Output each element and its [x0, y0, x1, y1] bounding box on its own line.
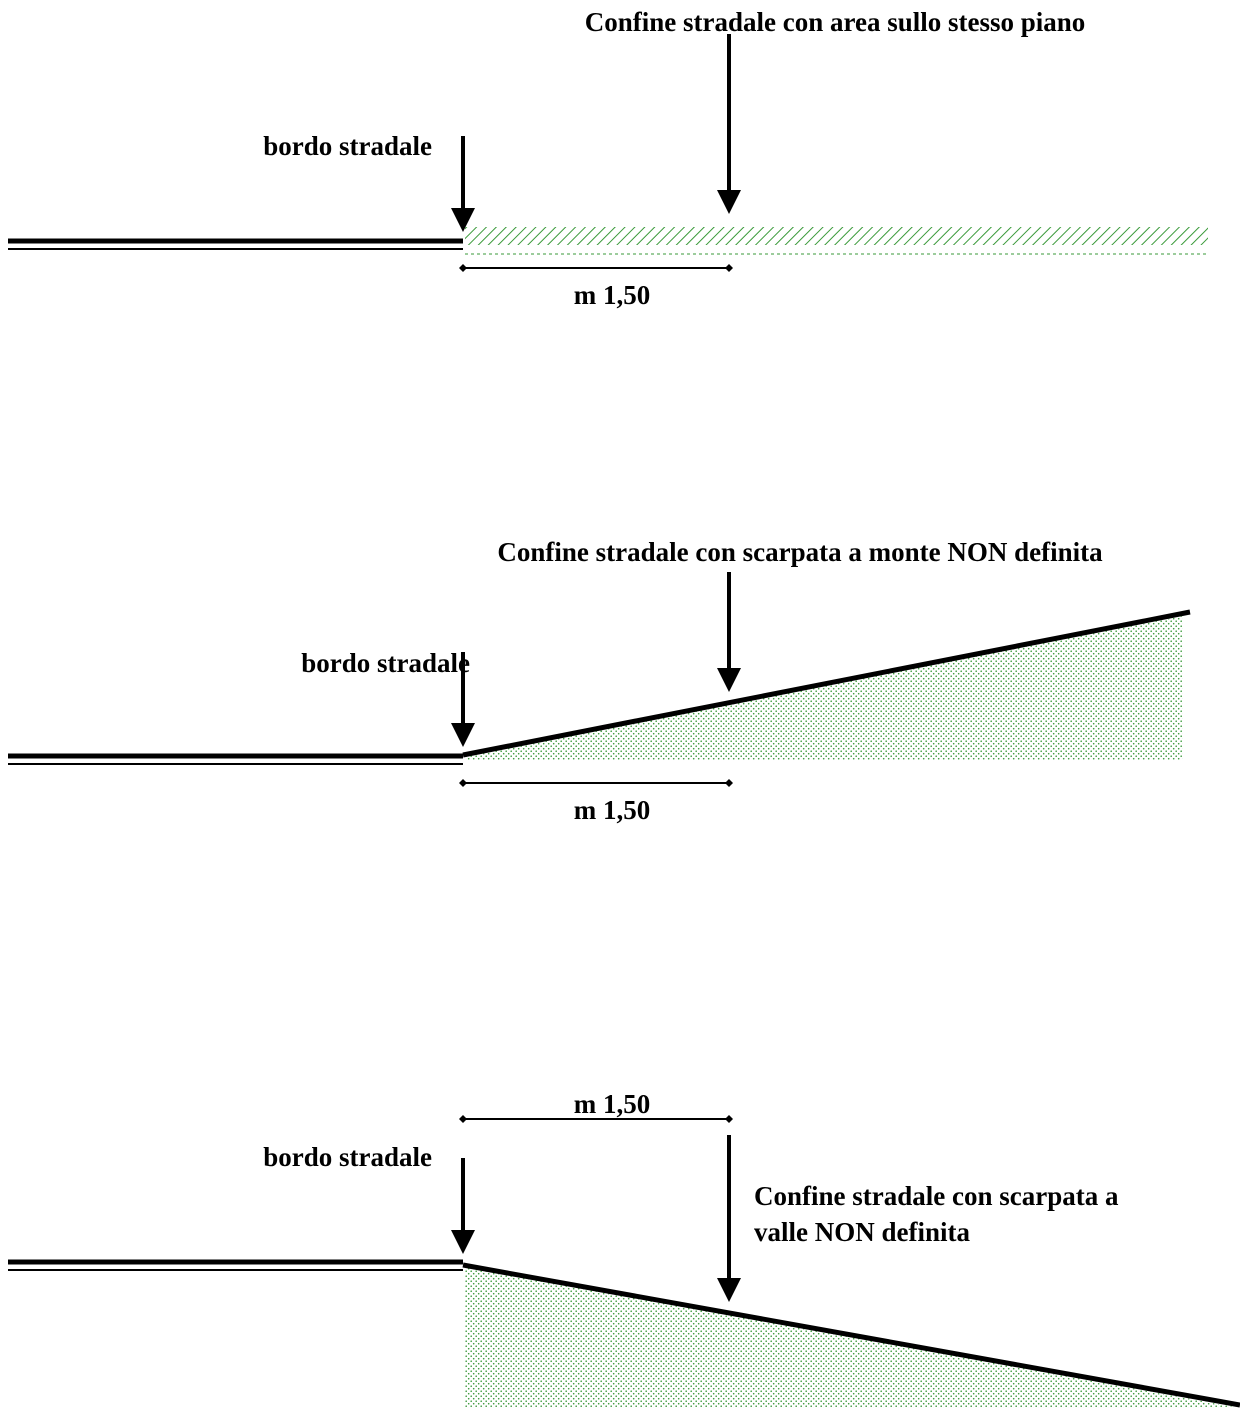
panel-2-road-surface [8, 753, 463, 765]
panel-flat: Confine stradale con area sullo stesso p… [8, 7, 1208, 310]
panel-3-title-line-2: valle NON definita [754, 1217, 970, 1247]
panel-1-edge-label: bordo stradale [263, 131, 432, 161]
panel-3-road-surface [8, 1259, 463, 1271]
panel-3-distance-label: m 1,50 [574, 1089, 651, 1119]
panel-3-edge-label: bordo stradale [263, 1142, 432, 1172]
panel-1-ground-area [465, 227, 1208, 255]
panel-2-title: Confine stradale con scarpata a monte NO… [497, 537, 1103, 567]
panel-3-slope-area [462, 1262, 1240, 1408]
panel-1-road-surface [8, 238, 463, 250]
panel-2-edge-label: bordo stradale [301, 648, 470, 678]
panel-2-slope-area [462, 609, 1191, 760]
panel-3-title-line-1: Confine stradale con scarpata a [754, 1181, 1119, 1211]
panel-1-title: Confine stradale con area sullo stesso p… [585, 7, 1086, 37]
panel-uphill: Confine stradale con scarpata a monte NO… [8, 537, 1191, 825]
panel-downhill: m 1,50 bordo stradale Confine stradale c… [8, 1089, 1240, 1408]
panel-2-distance-label: m 1,50 [574, 795, 651, 825]
panel-1-distance-label: m 1,50 [574, 280, 651, 310]
